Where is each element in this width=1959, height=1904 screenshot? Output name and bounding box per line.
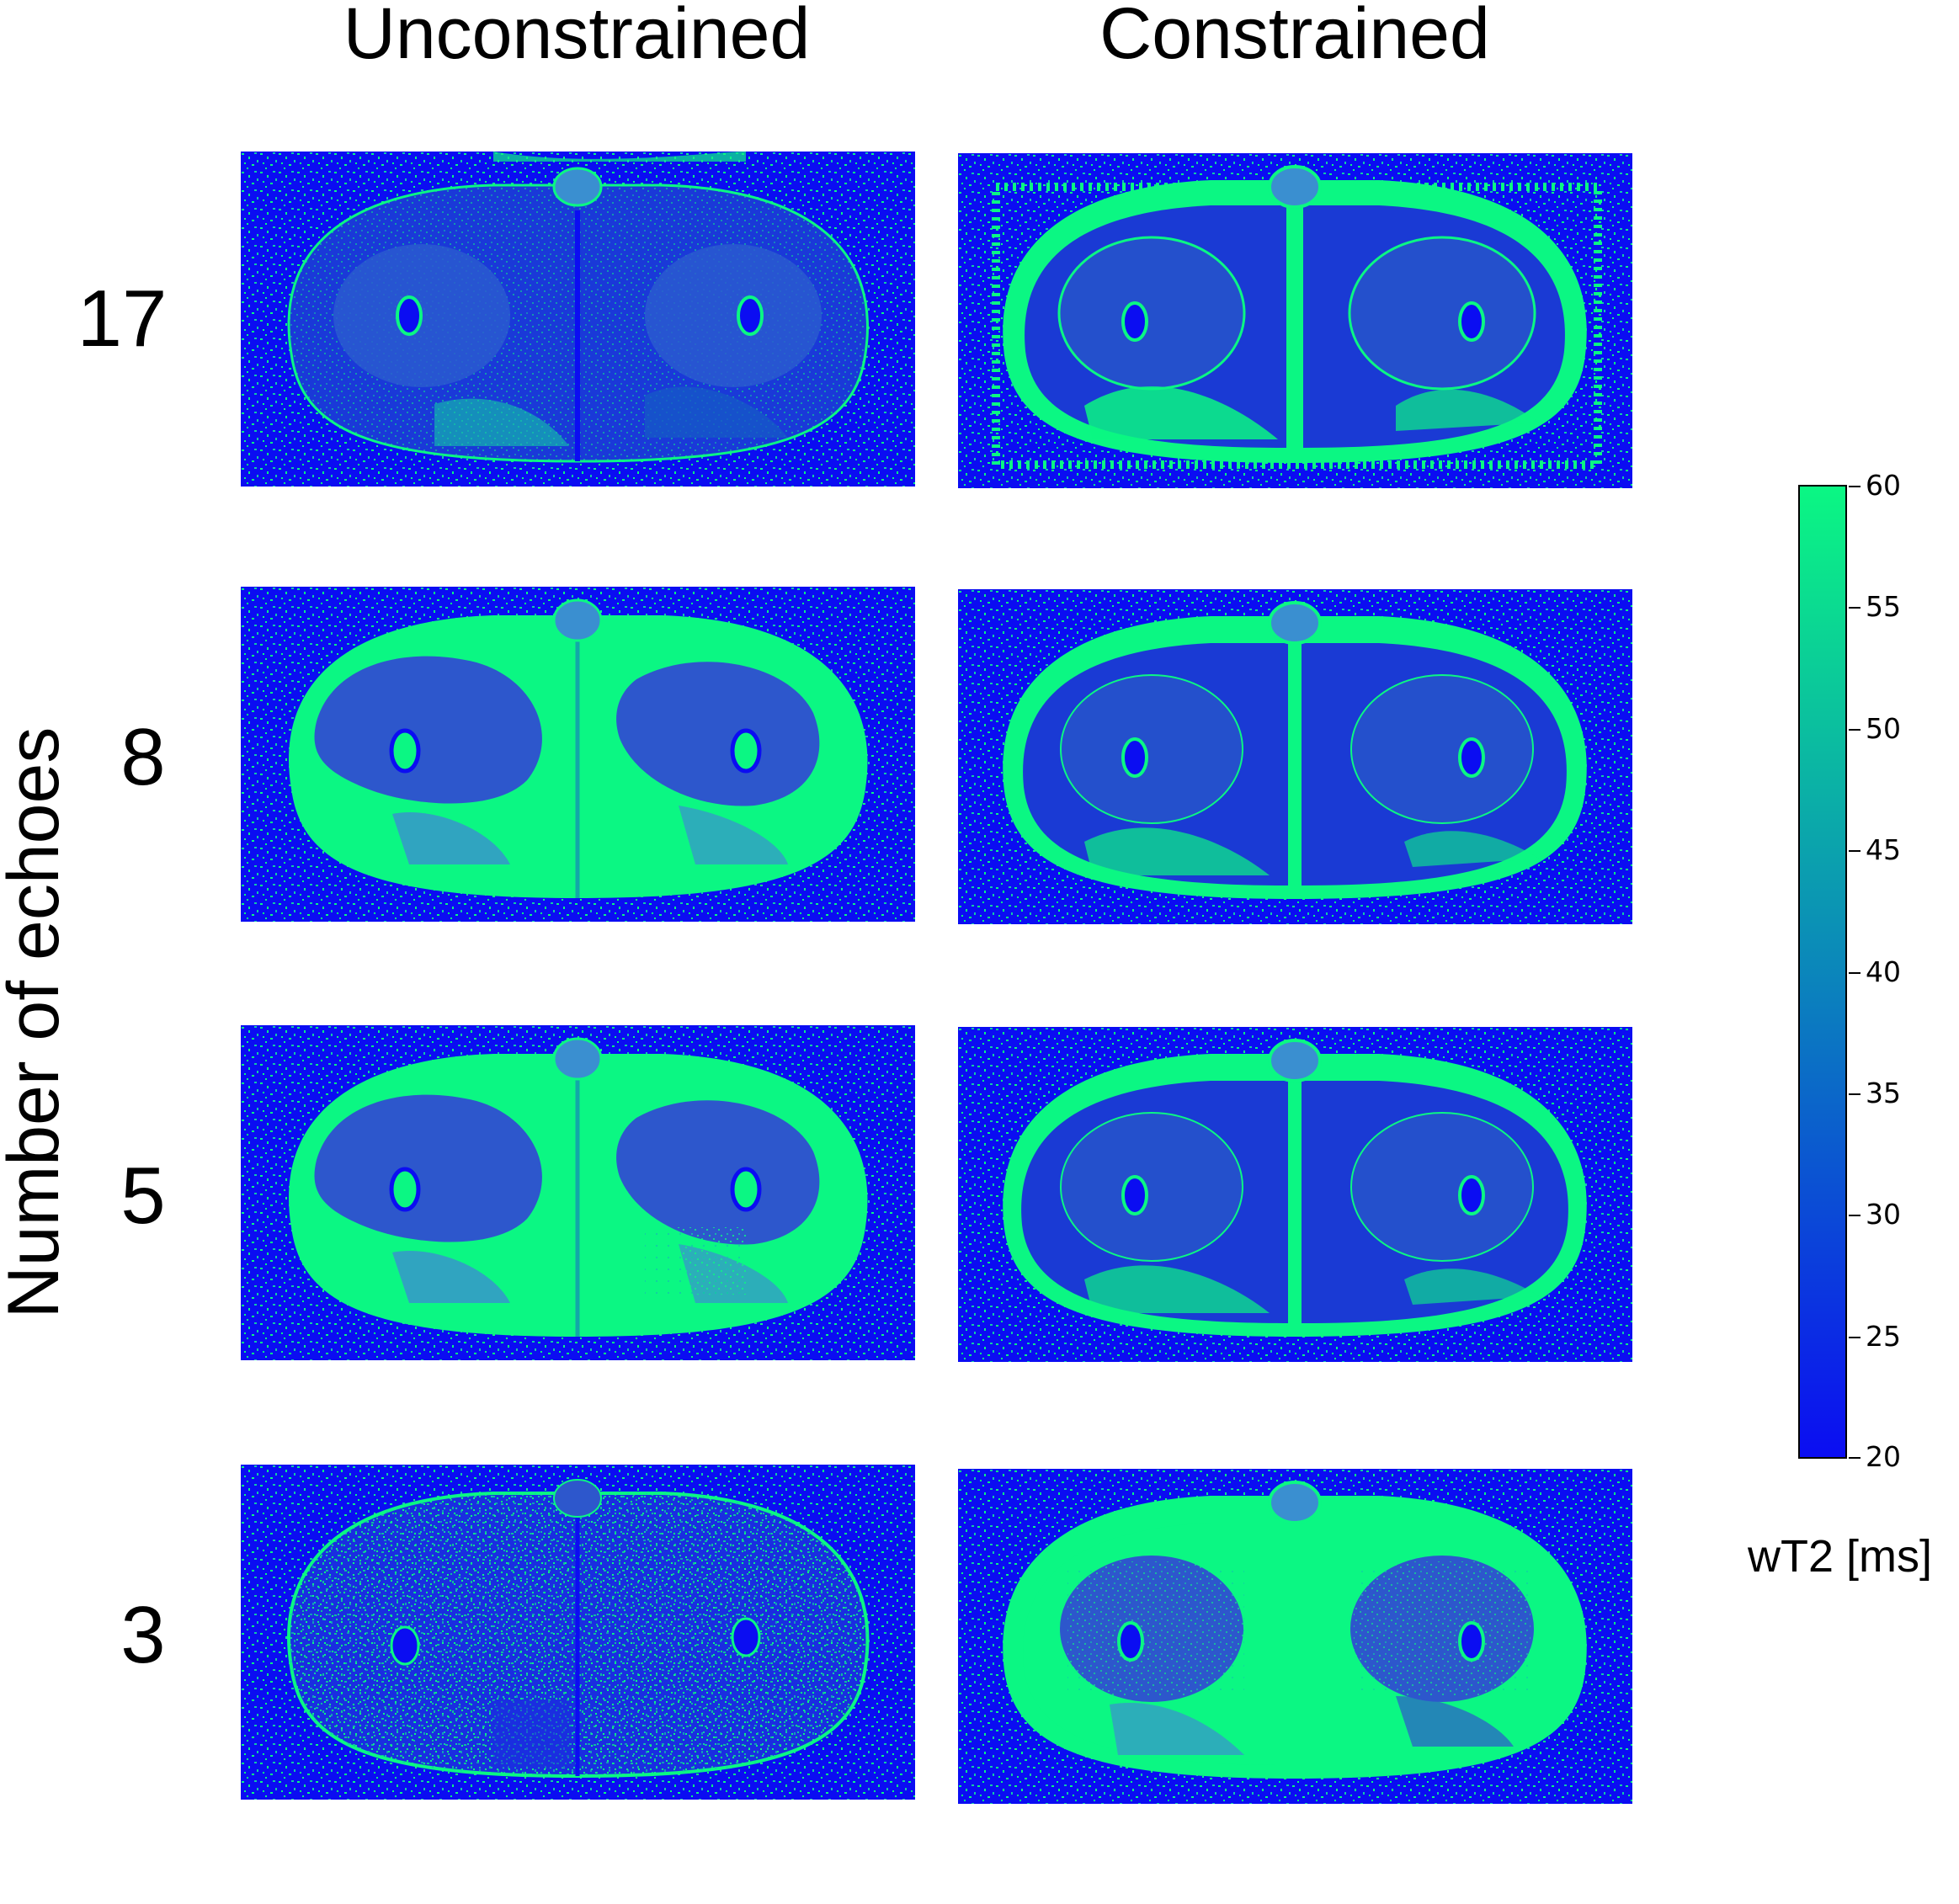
colorbar-tick [1849, 1215, 1861, 1216]
column-header-constrained: Constrained [1099, 0, 1490, 74]
mri-map-unconstrained-5-echoes [241, 1025, 915, 1360]
column-header-unconstrained: Unconstrained [343, 0, 811, 74]
colorbar-tick-label: 45 [1866, 833, 1901, 866]
mri-map-unconstrained-8-echoes [241, 587, 915, 922]
colorbar-tick [1849, 607, 1861, 609]
colorbar [1798, 485, 1847, 1459]
colorbar-tick-label: 20 [1866, 1440, 1901, 1473]
y-axis-title: Number of echoes [0, 726, 74, 1319]
mri-map-constrained-5-echoes [958, 1027, 1632, 1362]
colorbar-label: wT2 [ms] [1748, 1531, 1933, 1582]
colorbar-tick [1849, 1093, 1861, 1095]
colorbar-tick-label: 55 [1866, 590, 1901, 623]
colorbar-tick [1849, 1457, 1861, 1459]
row-label-3: 3 [120, 1590, 166, 1680]
colorbar-tick [1849, 729, 1861, 731]
mri-map-constrained-8-echoes [958, 589, 1632, 924]
row-label-8: 8 [120, 712, 166, 802]
mri-map-constrained-17-echoes [958, 153, 1632, 488]
colorbar-tick-label: 25 [1866, 1320, 1901, 1353]
row-label-17: 17 [77, 274, 168, 364]
mri-map-unconstrained-17-echoes [241, 152, 915, 487]
mri-map-constrained-3-echoes [958, 1469, 1632, 1804]
mri-map-unconstrained-3-echoes [241, 1465, 915, 1800]
colorbar-tick-label: 40 [1866, 955, 1901, 988]
colorbar-tick [1849, 486, 1861, 487]
colorbar-tick-label: 30 [1866, 1198, 1901, 1231]
row-label-5: 5 [120, 1151, 166, 1241]
colorbar-tick [1849, 850, 1861, 852]
colorbar-tick-label: 60 [1866, 469, 1901, 502]
colorbar-tick-label: 50 [1866, 712, 1901, 745]
colorbar-tick [1849, 1337, 1861, 1338]
colorbar-tick-label: 35 [1866, 1077, 1901, 1109]
colorbar-tick [1849, 972, 1861, 974]
